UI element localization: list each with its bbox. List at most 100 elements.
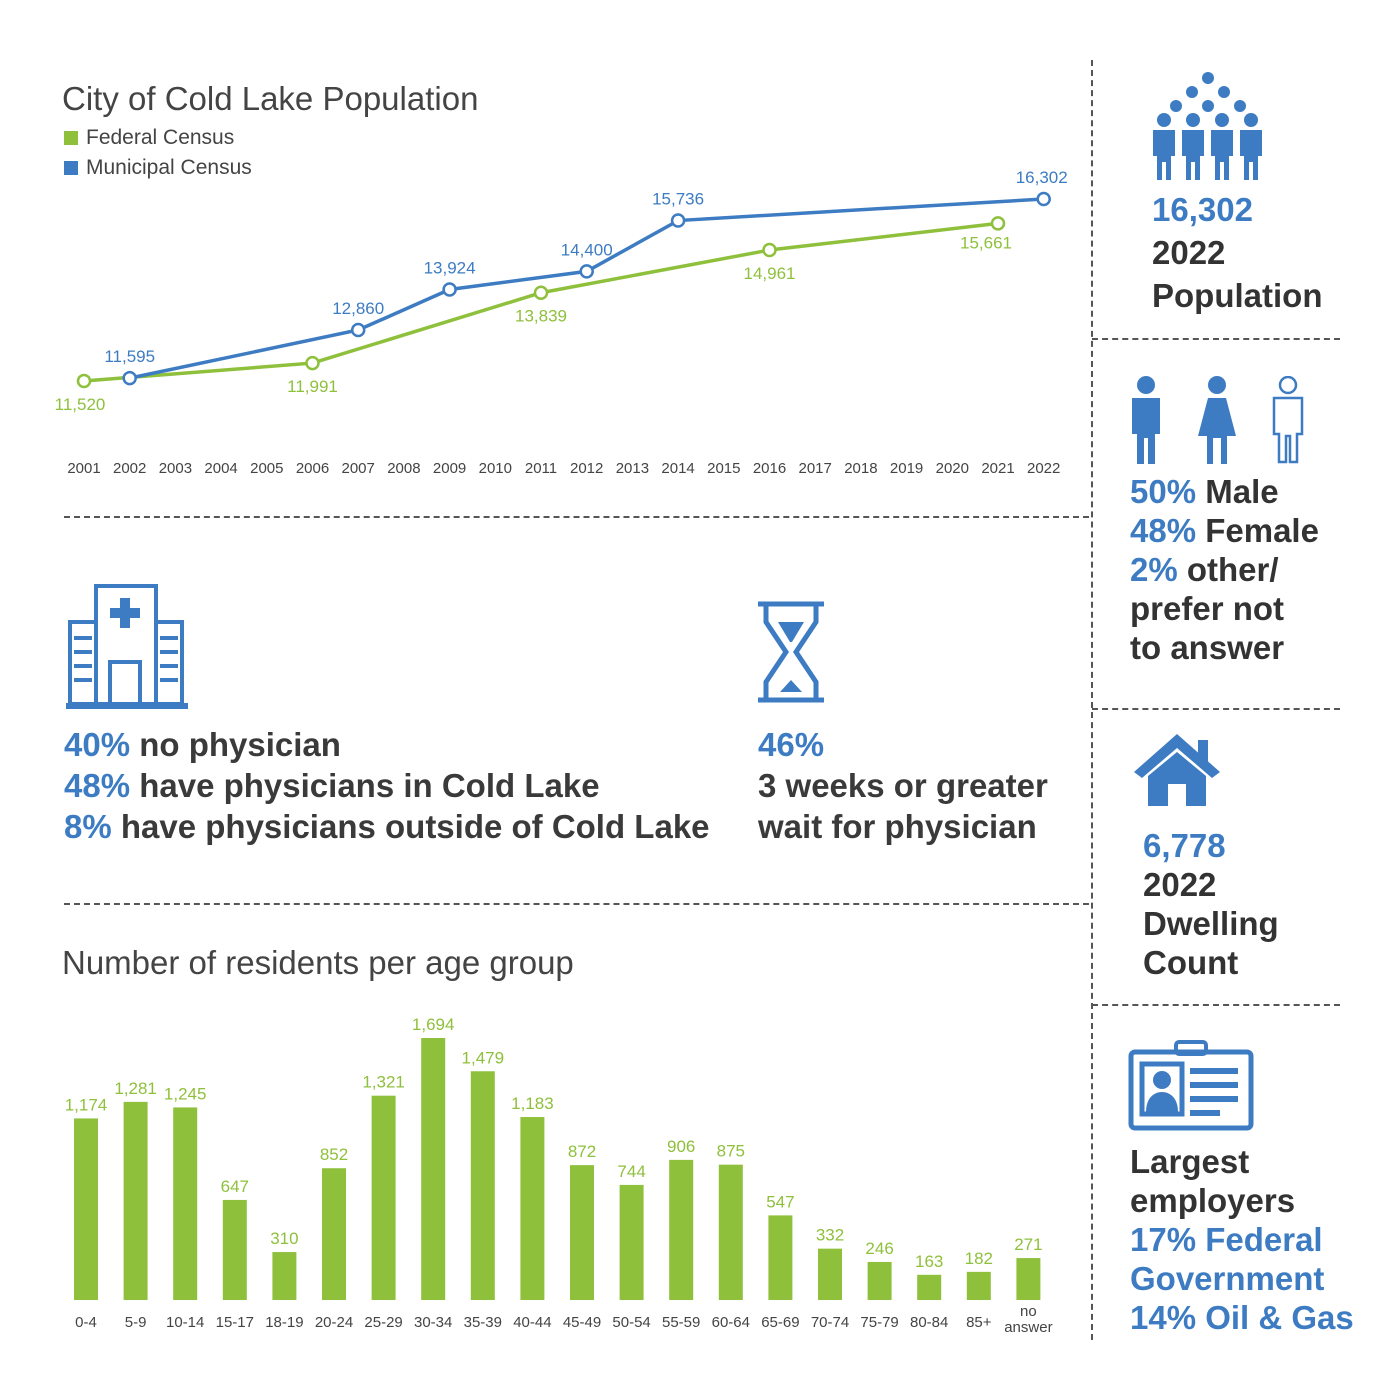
- x-tick-label: 2020: [936, 460, 969, 477]
- legend-label-federal: Federal Census: [86, 126, 235, 149]
- population-stat: 16,302 2022 Population: [1152, 188, 1322, 317]
- dwelling-stat: 6,778 2022 Dwelling Count: [1143, 826, 1279, 982]
- bar: [570, 1165, 594, 1300]
- bar-value-label: 744: [617, 1162, 645, 1181]
- gender-stats: 50% Male 48% Female 2% other/ prefer not…: [1130, 472, 1319, 667]
- x-tick-label: 2015: [707, 460, 740, 477]
- gender-other-line2: prefer not: [1130, 590, 1285, 627]
- bar-value-label: 1,694: [412, 1015, 455, 1034]
- data-point: [305, 355, 320, 371]
- data-point: [762, 242, 777, 258]
- category-label: 60-64: [712, 1314, 750, 1331]
- x-tick-label: 2017: [799, 460, 832, 477]
- category-label: 40-44: [513, 1314, 551, 1331]
- category-label: 30-34: [414, 1314, 452, 1331]
- x-tick-label: 2010: [479, 460, 512, 477]
- sidebar-divider-3: [1092, 1004, 1340, 1006]
- x-tick-label: 2006: [296, 460, 329, 477]
- hospital-icon: [64, 582, 194, 717]
- category-label: 10-14: [166, 1314, 204, 1331]
- legend-swatch-municipal: [64, 161, 78, 175]
- male-icon: [1128, 376, 1164, 469]
- wait-stats: 46% 3 weeks or greater wait for physicia…: [758, 724, 1048, 847]
- legend-swatch-federal: [64, 131, 78, 145]
- data-label: 13,839: [515, 307, 567, 326]
- bar-value-label: 647: [221, 1177, 249, 1196]
- x-tick-label: 2012: [570, 460, 603, 477]
- legend-municipal: Municipal Census: [64, 156, 252, 180]
- wait-text-1: 3 weeks or greater: [758, 767, 1048, 804]
- category-label: 0-4: [75, 1314, 97, 1331]
- bar-value-label: 182: [965, 1249, 993, 1268]
- x-tick-label: 2019: [890, 460, 923, 477]
- data-label: 14,961: [744, 264, 796, 283]
- wait-text-2: wait for physician: [758, 808, 1037, 845]
- bar: [768, 1215, 793, 1300]
- sidebar-divider-2: [1092, 708, 1340, 710]
- bar-value-label: 1,174: [65, 1095, 108, 1114]
- bar-value-label: 163: [915, 1252, 943, 1271]
- data-point: [1036, 191, 1051, 207]
- employers-line-3: 17% Federal: [1130, 1221, 1323, 1258]
- bar: [470, 1071, 495, 1300]
- bar: [669, 1159, 694, 1300]
- bar-chart-title: Number of residents per age group: [62, 944, 574, 981]
- employers-line-5: 14% Oil & Gas: [1130, 1299, 1354, 1336]
- stat-physician-outside: 8% have physicians outside of Cold Lake: [64, 808, 710, 845]
- data-label: 15,736: [652, 190, 704, 209]
- category-label: 80-84: [910, 1314, 948, 1331]
- bar-value-label: 875: [717, 1142, 745, 1161]
- line-chart-title: City of Cold Lake Population: [62, 80, 479, 117]
- data-label: 16,302: [1016, 168, 1068, 187]
- data-point: [350, 322, 366, 338]
- bar-value-label: 1,183: [511, 1094, 554, 1113]
- x-tick-label: 2001: [67, 460, 100, 477]
- data-point: [533, 285, 549, 300]
- dwelling-value: 6,778: [1143, 827, 1226, 864]
- bar-value-label: 906: [667, 1137, 695, 1156]
- data-label: 13,924: [424, 259, 476, 278]
- bar: [917, 1274, 942, 1300]
- age-group-bar-chart: 1,174 0-4 1,281 5-9 1,245 10-14 647 15-17 310 18-…: [65, 1015, 1053, 1336]
- bar: [173, 1107, 198, 1300]
- sidebar-divider-1: [1092, 338, 1340, 340]
- stat-physician-cold-lake: 48% have physicians in Cold Lake: [64, 767, 600, 804]
- wait-pct: 46%: [758, 726, 825, 763]
- employers-line-1: Largest: [1130, 1143, 1250, 1180]
- x-tick-label: 2021: [981, 460, 1014, 477]
- bar-value-label: 246: [865, 1239, 893, 1258]
- category-label: 55-59: [662, 1314, 700, 1331]
- data-label: 14,400: [561, 240, 613, 259]
- x-tick-label: 2004: [204, 460, 237, 477]
- section-divider-1: [64, 516, 1089, 518]
- category-label: 70-74: [811, 1314, 849, 1331]
- x-tick-label: 2008: [387, 460, 420, 477]
- x-tick-label: 2002: [113, 460, 146, 477]
- x-tick-label: 2013: [616, 460, 649, 477]
- bar-value-label: 872: [568, 1142, 596, 1161]
- legend-label-municipal: Municipal Census: [86, 156, 252, 179]
- bar: [371, 1095, 396, 1300]
- gender-female: 48% Female: [1130, 512, 1319, 549]
- data-label: 11,595: [104, 347, 155, 366]
- bar: [74, 1118, 98, 1300]
- data-label: 11,520: [55, 395, 106, 414]
- population-line-chart: 2001 2002 2003 2004 2005 2006 2007 2008 2009 2010…: [55, 168, 1068, 477]
- data-point: [670, 213, 686, 228]
- category-label: answer: [1004, 1319, 1052, 1336]
- bar: [272, 1252, 297, 1300]
- gender-other: 2% other/: [1130, 551, 1279, 588]
- data-point: [122, 370, 137, 386]
- data-label: 15,661: [960, 233, 1012, 252]
- population-label: Population: [1152, 277, 1323, 314]
- stat-no-physician: 40% no physician: [64, 726, 341, 763]
- bar: [322, 1168, 346, 1300]
- x-tick-label: 2016: [753, 460, 786, 477]
- bar-value-label: 332: [816, 1226, 844, 1245]
- sidebar-divider: [1091, 60, 1093, 1340]
- x-tick-label: 2007: [342, 460, 375, 477]
- category-label: 85+: [966, 1314, 992, 1331]
- physician-stats: 40% no physician 48% have physicians in …: [64, 724, 710, 847]
- bar: [1016, 1258, 1041, 1300]
- employers-line-2: employers: [1130, 1182, 1296, 1219]
